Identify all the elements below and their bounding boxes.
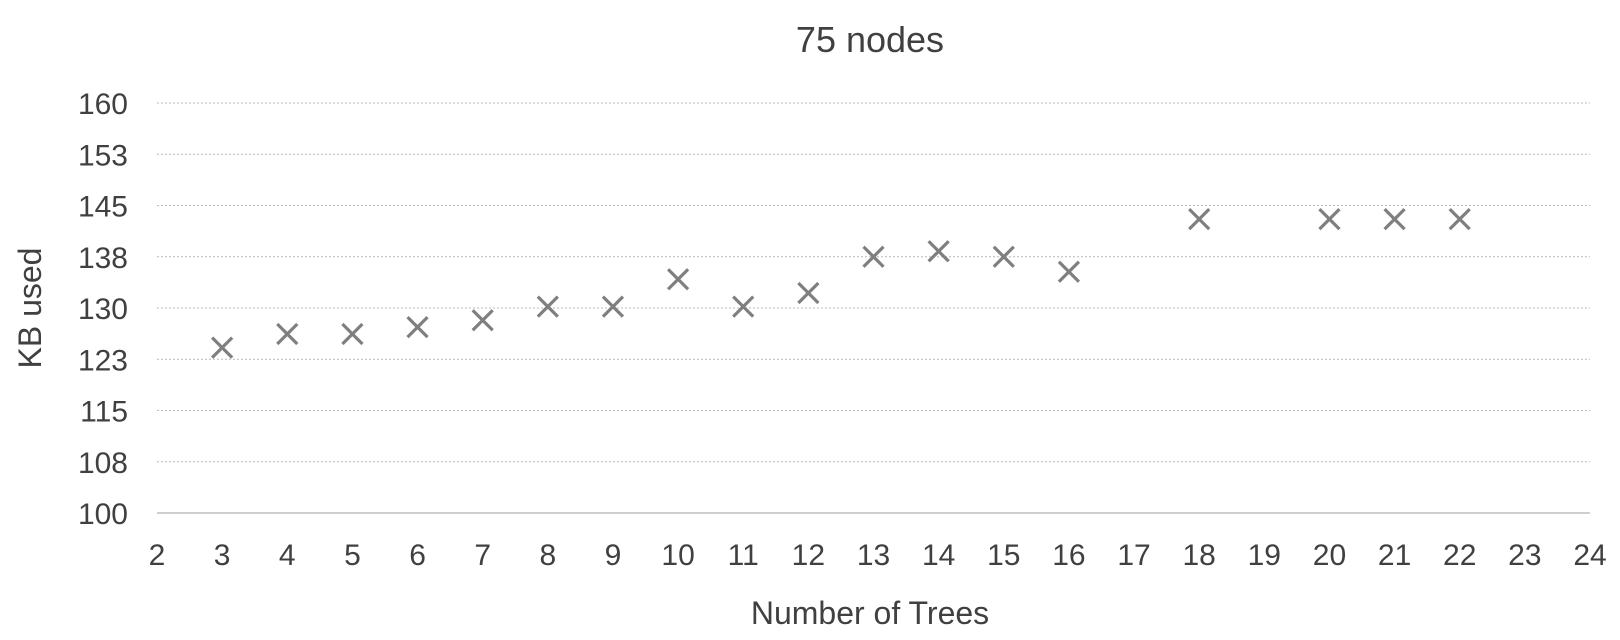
x-tick-label: 11 (728, 539, 759, 572)
data-point (992, 245, 1015, 268)
x-tick-label: 2 (149, 539, 166, 572)
x-tick-label: 4 (279, 539, 296, 572)
x-tick-label: 13 (857, 539, 890, 572)
x-tick-label: 6 (409, 539, 426, 572)
y-tick-label: 153 (78, 139, 128, 172)
x-tick-label: 16 (1052, 539, 1085, 572)
y-axis-title: KB used (12, 248, 48, 369)
y-tick-label: 130 (78, 293, 128, 326)
data-point-stroke (1188, 208, 1211, 231)
x-tick-label: 23 (1508, 539, 1541, 572)
data-point (1448, 208, 1471, 231)
x-axis-title: Number of Trees (751, 595, 989, 631)
x-tick-label: 20 (1313, 539, 1346, 572)
data-point (862, 245, 885, 268)
data-point-stroke (1318, 208, 1341, 231)
data-point-stroke (341, 322, 364, 346)
data-point-stroke (406, 316, 429, 339)
data-point (1057, 260, 1081, 283)
y-tick-label: 123 (78, 344, 128, 377)
data-point (666, 268, 690, 291)
x-tick-label: 19 (1248, 539, 1281, 572)
chart-title: 75 nodes (796, 19, 944, 60)
y-tick-label: 115 (80, 396, 128, 429)
data-point-stroke (276, 322, 299, 346)
x-tick-label: 12 (792, 539, 825, 572)
x-tick-label: 18 (1182, 539, 1215, 572)
data-point (732, 295, 755, 318)
data-point (601, 295, 625, 318)
data-point (536, 295, 559, 318)
y-tick-label: 108 (78, 447, 128, 480)
data-point (797, 281, 820, 305)
data-point (927, 240, 950, 263)
data-point-stroke (1057, 260, 1081, 283)
data-point (1383, 208, 1406, 231)
gridlines (157, 102, 1590, 463)
y-tick-label: 160 (78, 88, 128, 121)
x-tick-label: 14 (922, 539, 955, 572)
data-point-stroke (927, 240, 950, 263)
data-point (471, 309, 494, 332)
x-tick-label: 22 (1443, 539, 1476, 572)
x-tick-label: 10 (661, 539, 694, 572)
x-tick-label: 9 (605, 539, 622, 572)
data-point-stroke (862, 245, 885, 268)
x-tick-label: 5 (344, 539, 361, 572)
x-tick-labels: 2 3 4 5 6 7 8 9 10 11 12 13 14 15 16 17 18 19 20 21 22 23 24 (149, 539, 1607, 572)
data-point-stroke (211, 336, 234, 359)
data-point-stroke (732, 295, 755, 318)
data-point (1318, 208, 1341, 231)
data-point (341, 322, 364, 346)
x-tick-label: 17 (1117, 539, 1150, 572)
data-point-stroke (666, 268, 690, 291)
x-tick-label: 7 (474, 539, 491, 572)
data-point-stroke (471, 309, 494, 332)
y-tick-label: 145 (78, 191, 128, 224)
y-tick-label: 138 (78, 242, 128, 275)
data-point-stroke (1448, 208, 1471, 231)
x-tick-label: 15 (987, 539, 1020, 572)
data-point (406, 316, 429, 339)
x-tick-label: 21 (1378, 539, 1411, 572)
data-point (211, 336, 234, 359)
y-tick-labels: 160 153 145 138 130 123 115 108 100 (78, 88, 128, 531)
data-point-stroke (536, 295, 559, 318)
data-point-stroke (797, 281, 820, 305)
data-point-stroke (992, 245, 1015, 268)
data-point-stroke (1383, 208, 1406, 231)
y-tick-label: 100 (78, 498, 128, 531)
data-points (211, 208, 1471, 359)
x-tick-label: 8 (539, 539, 556, 572)
data-point (276, 322, 299, 346)
data-point (1188, 208, 1211, 231)
x-tick-label: 3 (214, 539, 231, 572)
data-point-stroke (601, 295, 625, 318)
x-tick-label: 24 (1573, 539, 1606, 572)
